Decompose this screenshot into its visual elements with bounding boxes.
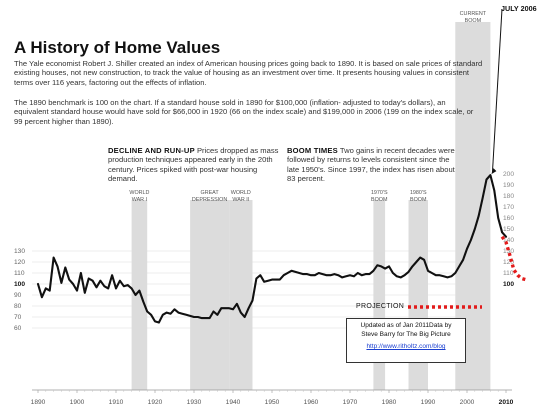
y-tick-label-left: 100	[14, 281, 25, 288]
y-tick-label-left: 110	[14, 270, 25, 277]
shaded-period-label: DEPRESSION	[192, 197, 227, 203]
shaded-period-label: WORLD	[231, 190, 251, 196]
callout-decline-heading: DECLINE AND RUN-UP	[108, 146, 195, 155]
shaded-period-label: BOOM	[371, 197, 388, 203]
july-2006-arrow-head	[491, 168, 497, 175]
july-2006-arrow	[491, 8, 503, 175]
x-tick-label: 2010	[499, 399, 514, 406]
y-tick-label-left: 70	[14, 314, 22, 321]
shaded-period-label: WAR II	[232, 197, 249, 203]
intro-paragraph: The Yale economist Robert J. Shiller cre…	[14, 59, 483, 87]
shaded-period-label: BOOM	[465, 18, 482, 24]
x-tick-label: 2000	[460, 399, 475, 406]
shaded-period-label: 1980'S	[410, 190, 427, 196]
shaded-period-band	[190, 200, 230, 390]
shaded-period-band	[373, 200, 386, 390]
projection-line	[500, 235, 526, 282]
x-tick-label: 1970	[343, 399, 358, 406]
y-tick-label-left: 60	[14, 325, 22, 332]
shaded-period-label: WORLD	[129, 190, 149, 196]
shaded-period-band	[229, 200, 253, 390]
shaded-period-label: BOOM	[410, 197, 427, 203]
y-tick-label-right: 150	[503, 226, 514, 233]
y-tick-label-right: 190	[503, 182, 514, 189]
shaded-period-label: WAR I	[132, 197, 147, 203]
callout-boom-body: Two gains in recent decades were followe…	[287, 146, 455, 184]
x-tick-label: 1910	[109, 399, 124, 406]
chart-title: A History of Home Values	[14, 38, 221, 57]
y-tick-label-right: 140	[503, 237, 514, 244]
x-tick-label: 1890	[31, 399, 46, 406]
y-tick-label-right: 130	[503, 248, 514, 255]
callout-boom-heading: BOOM TIMES	[287, 146, 338, 155]
projection-label: PROJECTION	[356, 303, 405, 310]
y-tick-label-right: 170	[503, 204, 514, 211]
x-tick-label: 1940	[226, 399, 241, 406]
callout-boom: BOOM TIMES Two gains in recent decades w…	[287, 146, 463, 184]
y-tick-label-right: 200	[503, 171, 514, 178]
y-tick-label-left: 90	[14, 292, 22, 299]
y-tick-label-right: 180	[503, 193, 514, 200]
y-tick-label-right: 110	[503, 270, 514, 277]
july-2006-arrow-line	[491, 8, 503, 174]
home-value-index-line	[36, 174, 508, 324]
y-tick-label-right: 100	[503, 281, 514, 288]
axes: 1890 1900 1910 1920 1930 1940 1950 1960 1970 1980…	[14, 171, 514, 406]
source-note-line2: Steve Barry for The Big Picture	[361, 330, 451, 338]
x-tick-label: 1920	[148, 399, 163, 406]
y-tick-label-right: 120	[503, 259, 514, 266]
july-2006-label: JULY 2006	[501, 4, 537, 13]
callout-decline: DECLINE AND RUN-UP Prices dropped as mas…	[108, 146, 288, 184]
shaded-period-label: 1970'S	[371, 190, 388, 196]
source-link[interactable]: http://www.ritholtz.com/blog	[366, 343, 446, 351]
y-tick-label-left: 120	[14, 259, 25, 266]
shaded-period-label: CURRENT	[460, 11, 487, 17]
x-tick-label: 1960	[304, 399, 319, 406]
y-tick-label-left: 80	[14, 303, 22, 310]
x-tick-label: 1900	[70, 399, 85, 406]
source-note-box: Updated as of Jan 2011Data by Steve Barr…	[346, 318, 466, 363]
x-tick-label: 1990	[421, 399, 436, 406]
x-tick-label: 1930	[187, 399, 202, 406]
shaded-period-band	[131, 200, 148, 390]
x-tick-label: 1980	[382, 399, 397, 406]
y-tick-label-left: 130	[14, 248, 25, 255]
series-lines	[36, 174, 526, 324]
source-note-line1: Updated as of Jan 2011Data by	[360, 322, 452, 329]
x-tick-label: 1950	[265, 399, 280, 406]
benchmark-paragraph: The 1890 benchmark is 100 on the chart. …	[14, 98, 474, 126]
shaded-period-label: GREAT	[201, 190, 220, 196]
y-tick-label-right: 160	[503, 215, 514, 222]
callout-decline-body: Prices dropped as mass production techni…	[108, 146, 279, 184]
